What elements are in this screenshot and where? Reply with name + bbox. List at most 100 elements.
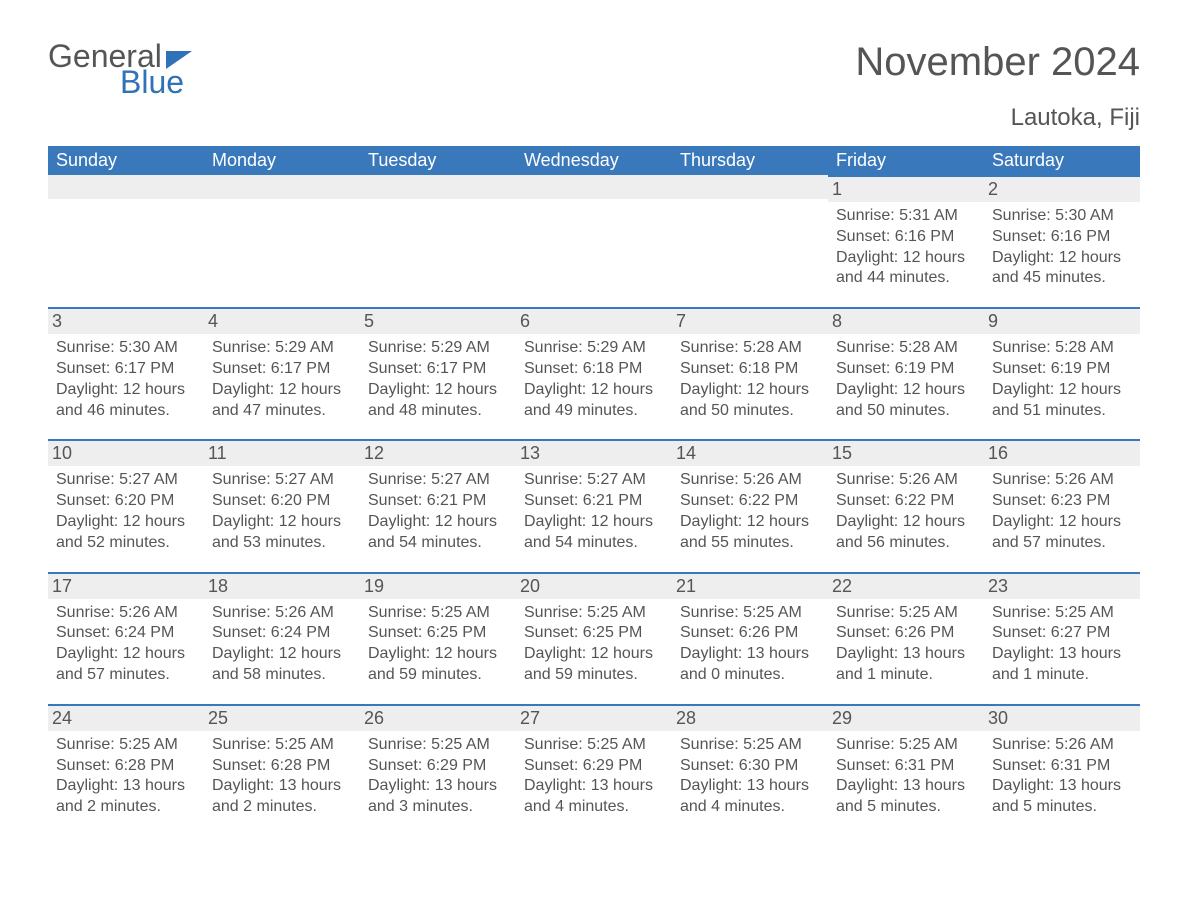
day-details: Sunrise: 5:28 AMSunset: 6:18 PMDaylight:… <box>680 338 820 421</box>
calendar-day: 6 Sunrise: 5:29 AMSunset: 6:18 PMDaylight… <box>516 307 672 439</box>
sunrise-line: Sunrise: 5:28 AM <box>836 338 976 359</box>
calendar-day: 21 Sunrise: 5:25 AMSunset: 6:26 PMDayligh… <box>672 572 828 704</box>
sunset-line: Sunset: 6:20 PM <box>212 491 352 512</box>
sunrise-line: Sunrise: 5:26 AM <box>680 470 820 491</box>
day-number: 18 <box>208 576 228 596</box>
sunrise-line: Sunrise: 5:25 AM <box>836 603 976 624</box>
day-number: 9 <box>988 311 998 331</box>
day-details: Sunrise: 5:25 AMSunset: 6:26 PMDaylight:… <box>680 603 820 686</box>
daylight-line: Daylight: 13 hours and 4 minutes. <box>524 776 664 818</box>
calendar-day: 17Sunrise: 5:26 AMSunset: 6:24 PMDayligh… <box>48 572 204 704</box>
sunrise-line: Sunrise: 5:25 AM <box>836 735 976 756</box>
sunset-line: Sunset: 6:26 PM <box>680 623 820 644</box>
day-number: 15 <box>832 443 852 463</box>
sunrise-line: Sunrise: 5:25 AM <box>524 735 664 756</box>
daylight-line: Daylight: 12 hours and 57 minutes. <box>992 512 1132 554</box>
day-number: 6 <box>520 311 530 331</box>
daylight-line: Daylight: 12 hours and 52 minutes. <box>56 512 196 554</box>
day-number: 3 <box>52 311 62 331</box>
weekday-header: Wednesday <box>516 146 672 175</box>
day-number: 8 <box>832 311 842 331</box>
calendar-day: 10Sunrise: 5:27 AMSunset: 6:20 PMDayligh… <box>48 439 204 571</box>
calendar-day: 30Sunrise: 5:26 AMSunset: 6:31 PMDayligh… <box>984 704 1140 836</box>
page-title: November 2024 <box>855 40 1140 85</box>
calendar-day: 20Sunrise: 5:25 AMSunset: 6:25 PMDayligh… <box>516 572 672 704</box>
day-details: Sunrise: 5:27 AMSunset: 6:20 PMDaylight:… <box>212 470 352 553</box>
day-details: Sunrise: 5:26 AMSunset: 6:24 PMDaylight:… <box>56 603 196 686</box>
day-number: 11 <box>208 443 227 463</box>
day-details: Sunrise: 5:31 AMSunset: 6:16 PMDaylight:… <box>836 206 976 289</box>
day-number: 2 <box>988 179 998 199</box>
calendar-day: 1 Sunrise: 5:31 AMSunset: 6:16 PMDaylight… <box>828 175 984 307</box>
calendar-day: 14Sunrise: 5:26 AMSunset: 6:22 PMDayligh… <box>672 439 828 571</box>
sunrise-line: Sunrise: 5:25 AM <box>992 603 1132 624</box>
calendar-day: 29Sunrise: 5:25 AMSunset: 6:31 PMDayligh… <box>828 704 984 836</box>
day-number: 20 <box>520 576 540 596</box>
sunrise-line: Sunrise: 5:26 AM <box>836 470 976 491</box>
calendar-empty-cell <box>516 175 672 307</box>
sunrise-line: Sunrise: 5:25 AM <box>368 603 508 624</box>
day-number: 13 <box>520 443 540 463</box>
day-number: 28 <box>676 708 696 728</box>
day-details: Sunrise: 5:30 AMSunset: 6:17 PMDaylight:… <box>56 338 196 421</box>
day-number: 1 <box>832 179 842 199</box>
day-details: Sunrise: 5:25 AMSunset: 6:28 PMDaylight:… <box>56 735 196 818</box>
daylight-line: Daylight: 12 hours and 59 minutes. <box>368 644 508 686</box>
logo: General Blue <box>48 40 192 98</box>
sunset-line: Sunset: 6:24 PM <box>212 623 352 644</box>
calendar-table: SundayMondayTuesdayWednesdayThursdayFrid… <box>48 146 1140 836</box>
day-number: 23 <box>988 576 1008 596</box>
daylight-line: Daylight: 12 hours and 48 minutes. <box>368 380 508 422</box>
day-number: 12 <box>364 443 384 463</box>
sunset-line: Sunset: 6:17 PM <box>368 359 508 380</box>
sunset-line: Sunset: 6:22 PM <box>680 491 820 512</box>
day-details: Sunrise: 5:25 AMSunset: 6:27 PMDaylight:… <box>992 603 1132 686</box>
sunrise-line: Sunrise: 5:26 AM <box>56 603 196 624</box>
sunset-line: Sunset: 6:29 PM <box>368 756 508 777</box>
calendar-empty-cell <box>48 175 204 307</box>
daylight-line: Daylight: 12 hours and 56 minutes. <box>836 512 976 554</box>
sunset-line: Sunset: 6:17 PM <box>212 359 352 380</box>
calendar-empty-cell <box>360 175 516 307</box>
sunset-line: Sunset: 6:25 PM <box>524 623 664 644</box>
calendar-day: 2Sunrise: 5:30 AMSunset: 6:16 PMDaylight… <box>984 175 1140 307</box>
day-number: 4 <box>208 311 218 331</box>
daylight-line: Daylight: 12 hours and 53 minutes. <box>212 512 352 554</box>
calendar-day: 26Sunrise: 5:25 AMSunset: 6:29 PMDayligh… <box>360 704 516 836</box>
day-details: Sunrise: 5:26 AMSunset: 6:24 PMDaylight:… <box>212 603 352 686</box>
sunset-line: Sunset: 6:25 PM <box>368 623 508 644</box>
day-details: Sunrise: 5:25 AMSunset: 6:29 PMDaylight:… <box>368 735 508 818</box>
sunset-line: Sunset: 6:22 PM <box>836 491 976 512</box>
day-details: Sunrise: 5:28 AMSunset: 6:19 PMDaylight:… <box>992 338 1132 421</box>
day-number: 21 <box>676 576 696 596</box>
calendar-day: 11 Sunrise: 5:27 AMSunset: 6:20 PMDayligh… <box>204 439 360 571</box>
sunrise-line: Sunrise: 5:25 AM <box>680 735 820 756</box>
daylight-line: Daylight: 12 hours and 49 minutes. <box>524 380 664 422</box>
sunset-line: Sunset: 6:19 PM <box>992 359 1132 380</box>
day-details: Sunrise: 5:25 AMSunset: 6:28 PMDaylight:… <box>212 735 352 818</box>
sunrise-line: Sunrise: 5:30 AM <box>56 338 196 359</box>
weekday-header: Monday <box>204 146 360 175</box>
calendar-day: 9 Sunrise: 5:28 AMSunset: 6:19 PMDaylight… <box>984 307 1140 439</box>
day-details: Sunrise: 5:25 AMSunset: 6:26 PMDaylight:… <box>836 603 976 686</box>
sunset-line: Sunset: 6:19 PM <box>836 359 976 380</box>
calendar-empty-cell <box>204 175 360 307</box>
sunrise-line: Sunrise: 5:25 AM <box>212 735 352 756</box>
sunset-line: Sunset: 6:26 PM <box>836 623 976 644</box>
day-details: Sunrise: 5:29 AMSunset: 6:18 PMDaylight:… <box>524 338 664 421</box>
sunrise-line: Sunrise: 5:28 AM <box>992 338 1132 359</box>
day-number: 19 <box>364 576 384 596</box>
daylight-line: Daylight: 12 hours and 54 minutes. <box>524 512 664 554</box>
calendar-day: 25 Sunrise: 5:25 AMSunset: 6:28 PMDayligh… <box>204 704 360 836</box>
calendar-day: 19 Sunrise: 5:25 AMSunset: 6:25 PMDayligh… <box>360 572 516 704</box>
calendar-day: 7Sunrise: 5:28 AMSunset: 6:18 PMDaylight… <box>672 307 828 439</box>
daylight-line: Daylight: 13 hours and 1 minute. <box>836 644 976 686</box>
calendar-week-row: 10Sunrise: 5:27 AMSunset: 6:20 PMDayligh… <box>48 439 1140 571</box>
day-details: Sunrise: 5:28 AMSunset: 6:19 PMDaylight:… <box>836 338 976 421</box>
sunrise-line: Sunrise: 5:26 AM <box>992 470 1132 491</box>
day-details: Sunrise: 5:25 AMSunset: 6:25 PMDaylight:… <box>368 603 508 686</box>
sunrise-line: Sunrise: 5:25 AM <box>368 735 508 756</box>
calendar-week-row: 1 Sunrise: 5:31 AMSunset: 6:16 PMDaylight… <box>48 175 1140 307</box>
day-number: 25 <box>208 708 228 728</box>
day-number: 5 <box>364 311 374 331</box>
